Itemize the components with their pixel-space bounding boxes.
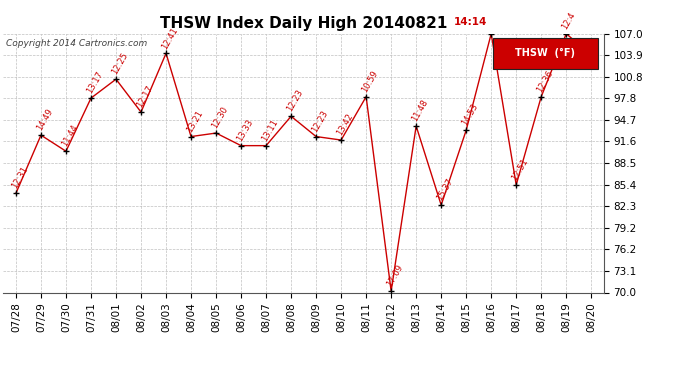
Text: 14:49: 14:49 (34, 107, 55, 132)
Text: 14:53: 14:53 (460, 102, 480, 128)
Title: THSW Index Daily High 20140821: THSW Index Daily High 20140821 (160, 16, 447, 31)
Text: 12:23: 12:23 (310, 109, 329, 134)
Text: 13:11: 13:11 (259, 118, 279, 143)
Text: 13:17: 13:17 (85, 70, 104, 95)
Text: 13:21: 13:21 (185, 109, 204, 134)
Text: 14:14: 14:14 (453, 17, 487, 27)
Text: 11:48: 11:48 (410, 98, 429, 123)
Text: 10:59: 10:59 (359, 69, 380, 94)
Text: 15:37: 15:37 (435, 177, 455, 202)
Text: 13:33: 13:33 (235, 117, 255, 143)
Text: 12:36: 12:36 (535, 69, 555, 94)
Text: 13:42: 13:42 (335, 112, 355, 137)
Text: 12:17: 12:17 (135, 84, 155, 109)
Text: 12:31: 12:31 (10, 165, 29, 190)
Text: 12:25: 12:25 (110, 51, 129, 76)
Text: 12:51: 12:51 (510, 157, 529, 182)
Text: THSW  (°F): THSW (°F) (515, 48, 575, 58)
Text: 17:09: 17:09 (385, 263, 404, 288)
Text: 12:41: 12:41 (159, 26, 179, 51)
FancyBboxPatch shape (493, 38, 598, 69)
Text: 12:4: 12:4 (560, 10, 577, 31)
Text: 12:30: 12:30 (210, 105, 229, 130)
Text: Copyright 2014 Cartronics.com: Copyright 2014 Cartronics.com (6, 39, 148, 48)
Text: 12:23: 12:23 (285, 88, 304, 114)
Text: 11:44: 11:44 (59, 123, 79, 148)
